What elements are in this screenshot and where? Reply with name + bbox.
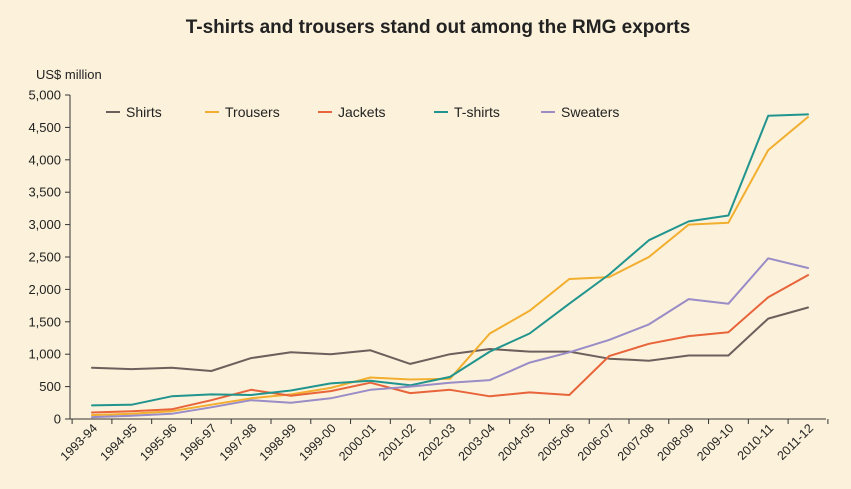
x-tick-label: 2004-05: [495, 421, 537, 463]
y-tick-label: 2,000: [28, 282, 61, 297]
legend-label-jackets: Jackets: [338, 104, 385, 120]
x-axis-ticks: 1993-941994-951995-961996-971997-981998-…: [58, 419, 829, 464]
legend-label-sweaters: Sweaters: [561, 104, 619, 120]
series-line-shirts: [91, 306, 809, 372]
y-tick-label: 2,500: [28, 250, 61, 265]
series-lines: [91, 113, 809, 419]
legend-label-trousers: Trousers: [225, 104, 280, 120]
x-tick-label: 2011-12: [774, 421, 816, 463]
x-tick-label: 2007-08: [615, 421, 657, 463]
x-tick-label: 2008-09: [654, 421, 696, 463]
series-line-sweaters: [91, 257, 809, 419]
y-axis-ticks: 0 500 1,000 1,500 2,000 2,500 3,000 3,500 4,000 4…: [28, 88, 70, 427]
y-tick-label: 3,000: [28, 217, 61, 232]
x-tick-label: 1994-95: [98, 421, 140, 463]
x-tick-label: 1998-99: [257, 421, 299, 463]
y-tick-label: 500: [39, 379, 61, 394]
x-tick-label: 2005-06: [535, 421, 577, 463]
legend-label-t-shirts: T-shirts: [454, 104, 500, 120]
y-tick-label: 3,500: [28, 185, 61, 200]
y-tick-label: 1,000: [28, 347, 61, 362]
chart-title: T-shirts and trousers stand out among th…: [186, 17, 691, 38]
x-tick-label: 2010-11: [735, 421, 777, 463]
y-axis-unit-label: US$ million: [36, 67, 102, 82]
series-line-jackets: [91, 274, 809, 414]
y-tick-label: 1,500: [28, 314, 61, 329]
y-tick-label: 4,500: [28, 120, 61, 135]
x-tick-label: 2003-04: [456, 421, 498, 463]
y-tick-label: 4,000: [28, 152, 61, 167]
x-tick-label: 1999-00: [296, 421, 338, 463]
series-line-t-shirts: [91, 113, 809, 407]
x-tick-label: 2006-07: [575, 421, 617, 463]
y-tick-label: 0: [54, 412, 61, 427]
x-tick-label: 2009-10: [694, 421, 736, 463]
legend: Shirts Trousers Jackets T-shirts Sweaters: [106, 104, 619, 120]
series-line-trousers: [91, 116, 809, 417]
x-tick-label: 1997-98: [217, 421, 259, 463]
x-tick-label: 1996-97: [177, 421, 219, 463]
x-tick-label: 2002-03: [416, 421, 458, 463]
x-tick-label: 1993-94: [58, 421, 100, 463]
x-tick-label: 1995-96: [137, 421, 179, 463]
x-tick-label: 2001-02: [376, 421, 418, 463]
x-tick-label: 2000-01: [336, 421, 378, 463]
y-tick-label: 5,000: [28, 88, 61, 103]
legend-label-shirts: Shirts: [126, 104, 162, 120]
